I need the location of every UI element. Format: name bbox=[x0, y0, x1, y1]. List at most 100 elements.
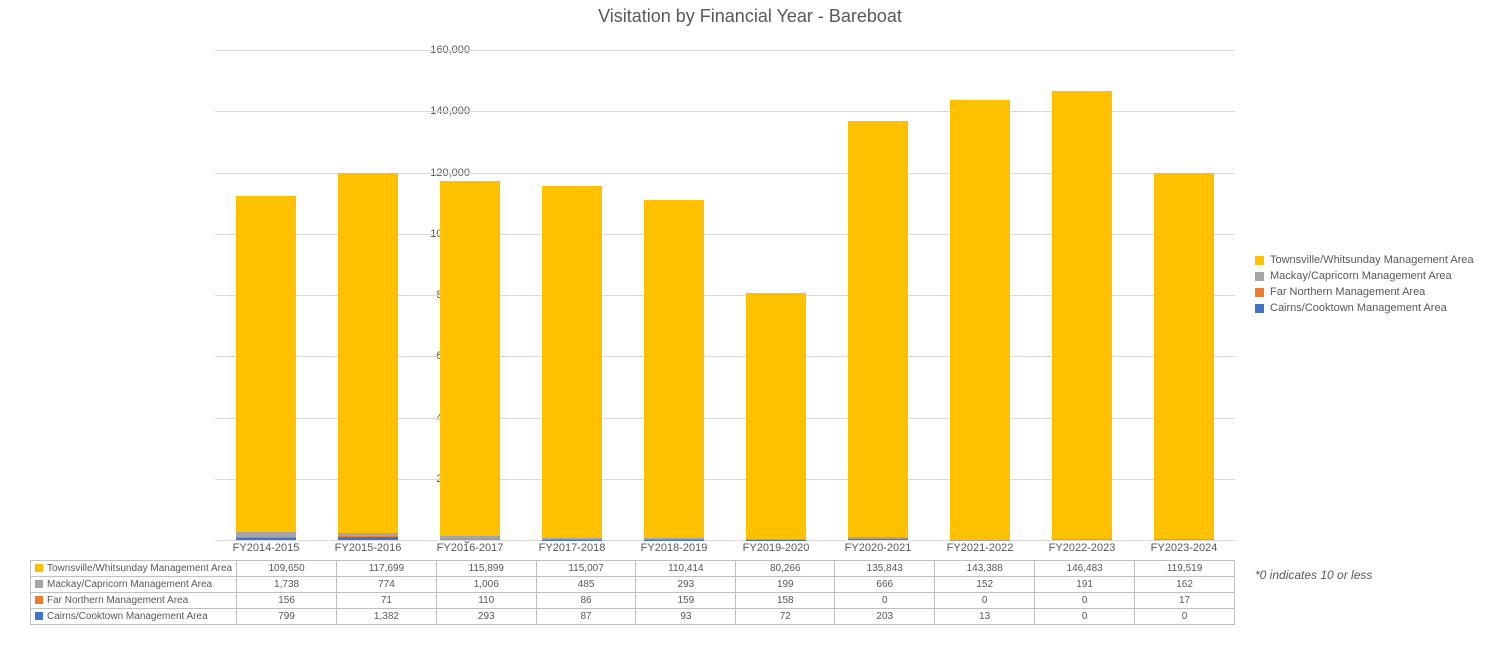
table-cell: 156 bbox=[237, 593, 337, 609]
bar-group bbox=[950, 50, 1010, 540]
x-axis-label: FY2023-2024 bbox=[1133, 542, 1235, 554]
x-axis-label: FY2016-2017 bbox=[419, 542, 521, 554]
x-axis-label: FY2022-2023 bbox=[1031, 542, 1133, 554]
table-cell: 87 bbox=[536, 609, 636, 625]
table-cell: 0 bbox=[835, 593, 935, 609]
bar-segment-mackay bbox=[1052, 539, 1112, 540]
bar-group bbox=[338, 50, 398, 540]
table-cell: 86 bbox=[536, 593, 636, 609]
bar-segment-cairns bbox=[338, 536, 398, 540]
legend-item-far_northern: Far Northern Management Area bbox=[1255, 286, 1490, 298]
table-cell: 13 bbox=[935, 609, 1035, 625]
legend-label: Townsville/Whitsunday Management Area bbox=[1270, 254, 1474, 266]
legend-swatch bbox=[1255, 304, 1264, 313]
bar-segment-townsville bbox=[1052, 91, 1112, 540]
bar-segment-townsville bbox=[644, 200, 704, 538]
table-cell: 109,650 bbox=[237, 561, 337, 577]
table-cell: 117,699 bbox=[337, 561, 437, 577]
table-cell: 143,388 bbox=[935, 561, 1035, 577]
x-axis-label: FY2014-2015 bbox=[215, 542, 317, 554]
table-cell: 135,843 bbox=[835, 561, 935, 577]
table-cell: 158 bbox=[736, 593, 835, 609]
legend-label: Mackay/Capricorn Management Area bbox=[1270, 270, 1452, 282]
bar-segment-townsville bbox=[236, 196, 296, 532]
table-cell: 1,382 bbox=[337, 609, 437, 625]
bar-segment-townsville bbox=[950, 100, 1010, 539]
table-cell: 293 bbox=[436, 609, 536, 625]
bar-segment-townsville bbox=[542, 186, 602, 538]
table-cell: 115,899 bbox=[436, 561, 536, 577]
table-cell: 1,006 bbox=[436, 577, 536, 593]
row-swatch bbox=[35, 612, 43, 620]
table-row-header: Cairns/Cooktown Management Area bbox=[31, 609, 237, 625]
table-cell: 146,483 bbox=[1035, 561, 1135, 577]
legend-item-townsville: Townsville/Whitsunday Management Area bbox=[1255, 254, 1490, 266]
row-swatch bbox=[35, 564, 43, 572]
bar-segment-mackay bbox=[236, 532, 296, 537]
bar-group bbox=[1052, 50, 1112, 540]
bar-group bbox=[848, 50, 908, 540]
table-cell: 72 bbox=[736, 609, 835, 625]
legend-label: Cairns/Cooktown Management Area bbox=[1270, 302, 1447, 314]
table-cell: 1,738 bbox=[237, 577, 337, 593]
bar-group bbox=[236, 50, 296, 540]
row-swatch bbox=[35, 596, 43, 604]
x-axis-label: FY2019-2020 bbox=[725, 542, 827, 554]
bar-segment-mackay bbox=[440, 536, 500, 539]
table-cell: 159 bbox=[636, 593, 736, 609]
legend-swatch bbox=[1255, 272, 1264, 281]
bar-group bbox=[746, 50, 806, 540]
bar-segment-townsville bbox=[440, 181, 500, 536]
bar-segment-townsville bbox=[1154, 173, 1214, 539]
table-cell: 199 bbox=[736, 577, 835, 593]
bar-group bbox=[542, 50, 602, 540]
bar-segment-townsville bbox=[848, 121, 908, 537]
table-row-header: Mackay/Capricorn Management Area bbox=[31, 577, 237, 593]
footnote: *0 indicates 10 or less bbox=[1255, 568, 1372, 582]
row-swatch bbox=[35, 580, 43, 588]
table-cell: 666 bbox=[835, 577, 935, 593]
table-cell: 0 bbox=[935, 593, 1035, 609]
table-cell: 162 bbox=[1135, 577, 1235, 593]
bar-segment-townsville bbox=[746, 293, 806, 539]
plot-area bbox=[215, 50, 1235, 540]
table-cell: 119,519 bbox=[1135, 561, 1235, 577]
table-row: Cairns/Cooktown Management Area7991,3822… bbox=[31, 609, 1235, 625]
table-cell: 93 bbox=[636, 609, 736, 625]
chart-page: Visitation by Financial Year - Bareboat … bbox=[0, 0, 1500, 654]
legend-item-cairns: Cairns/Cooktown Management Area bbox=[1255, 302, 1490, 314]
x-axis-label: FY2018-2019 bbox=[623, 542, 725, 554]
table-row-header: Townsville/Whitsunday Management Area bbox=[31, 561, 237, 577]
bar-segment-mackay bbox=[746, 539, 806, 540]
bar-segment-cairns bbox=[848, 539, 908, 540]
table-cell: 115,007 bbox=[536, 561, 636, 577]
table-row: Far Northern Management Area156711108615… bbox=[31, 593, 1235, 609]
gridline bbox=[215, 540, 1235, 541]
table-cell: 110 bbox=[436, 593, 536, 609]
table-cell: 152 bbox=[935, 577, 1035, 593]
legend: Townsville/Whitsunday Management Area Mac… bbox=[1255, 250, 1490, 318]
table-row-header: Far Northern Management Area bbox=[31, 593, 237, 609]
table-row: Mackay/Capricorn Management Area1,738774… bbox=[31, 577, 1235, 593]
bar-segment-mackay bbox=[644, 538, 704, 539]
bar-segment-townsville bbox=[338, 173, 398, 533]
legend-swatch bbox=[1255, 256, 1264, 265]
x-axis-label: FY2021-2022 bbox=[929, 542, 1031, 554]
table-row: Townsville/Whitsunday Management Area109… bbox=[31, 561, 1235, 577]
bars-layer bbox=[215, 50, 1235, 540]
table-cell: 17 bbox=[1135, 593, 1235, 609]
bar-segment-mackay bbox=[848, 537, 908, 539]
bar-segment-cairns bbox=[236, 538, 296, 540]
data-table: Townsville/Whitsunday Management Area109… bbox=[30, 560, 1235, 625]
x-axis-labels: FY2014-2015FY2015-2016FY2016-2017FY2017-… bbox=[215, 542, 1235, 558]
legend-item-mackay: Mackay/Capricorn Management Area bbox=[1255, 270, 1490, 282]
chart-title: Visitation by Financial Year - Bareboat bbox=[0, 6, 1500, 27]
x-axis-label: FY2017-2018 bbox=[521, 542, 623, 554]
x-axis-label: FY2020-2021 bbox=[827, 542, 929, 554]
table-cell: 485 bbox=[536, 577, 636, 593]
table-cell: 799 bbox=[237, 609, 337, 625]
table-cell: 80,266 bbox=[736, 561, 835, 577]
table-cell: 191 bbox=[1035, 577, 1135, 593]
table-cell: 203 bbox=[835, 609, 935, 625]
x-axis-label: FY2015-2016 bbox=[317, 542, 419, 554]
